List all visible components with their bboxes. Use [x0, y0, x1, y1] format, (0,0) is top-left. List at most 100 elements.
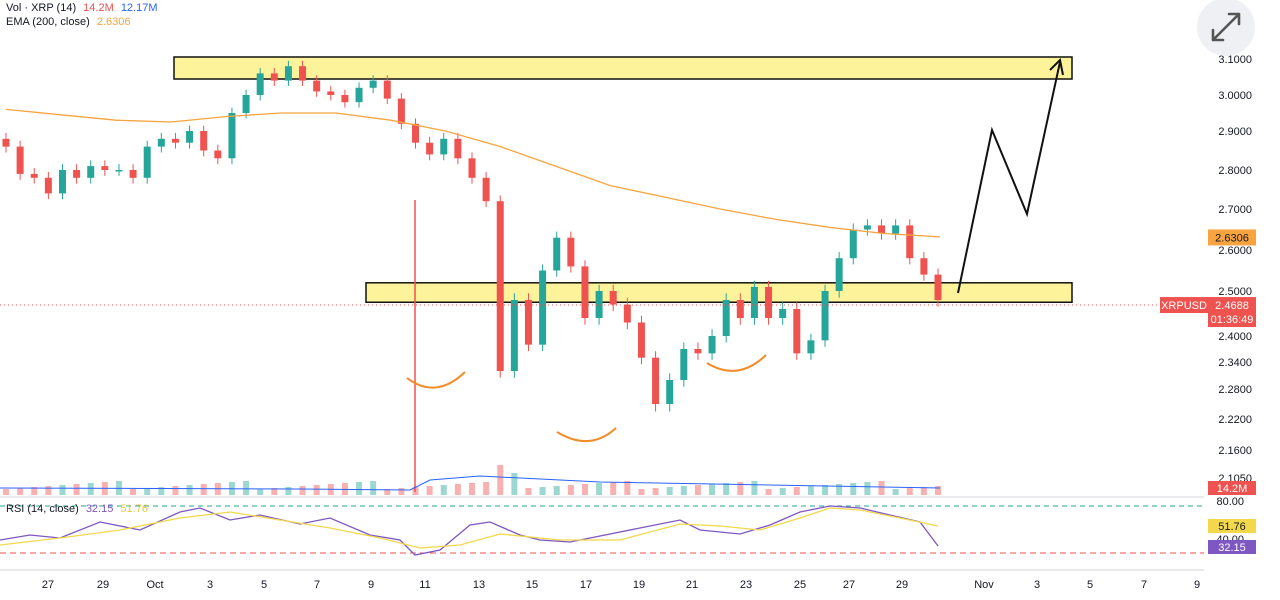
candle-body [383, 80, 391, 99]
volume-bar [807, 486, 814, 495]
ema-legend-label: EMA (200, close) [6, 16, 90, 28]
time-tick-label: 5 [261, 579, 267, 591]
volume-bar [186, 485, 193, 495]
candle-body [878, 225, 886, 234]
volume-bar [765, 489, 772, 495]
volume-bar [144, 488, 151, 495]
price-tick-label: 2.9000 [1218, 126, 1252, 138]
rsi-legend-value-2: 51.76 [120, 503, 148, 515]
volume-bar [793, 487, 800, 495]
time-tick-label: 3 [1034, 579, 1040, 591]
volume-bar [384, 489, 391, 495]
candle-body [849, 229, 857, 259]
candle-body [510, 300, 518, 371]
volume-bar [426, 486, 433, 495]
time-tick-label: 25 [794, 579, 806, 591]
symbol-label: XRPUSD [1161, 300, 1207, 312]
expand-arrows-icon [1211, 12, 1241, 42]
volume-bar [680, 486, 687, 495]
volume-bar [59, 485, 66, 495]
candle-body [934, 274, 942, 300]
candle-body [892, 225, 900, 234]
volume-legend-value-2: 12.17M [120, 2, 158, 14]
candle-body [750, 286, 758, 318]
price-tick-label: 2.1600 [1218, 445, 1252, 457]
volume-bar [17, 488, 24, 495]
candle-body [694, 349, 702, 354]
candle-body [821, 291, 829, 341]
volume-bar [878, 481, 885, 495]
candle-body [143, 146, 151, 178]
price-tick-label: 2.4000 [1218, 331, 1252, 343]
rsi-ma-line [0, 507, 939, 549]
candle-body [680, 349, 688, 380]
expand-button[interactable] [1197, 0, 1255, 56]
volume-bar [299, 486, 306, 495]
time-tick-label: Oct [146, 579, 163, 591]
left-shoulder-arc [406, 371, 466, 389]
candle-body [567, 237, 575, 267]
volume-bar [257, 489, 264, 495]
candle-body [496, 201, 504, 371]
candle-body [44, 177, 52, 194]
volume-tag [1208, 481, 1256, 495]
time-tick-label: 23 [740, 579, 752, 591]
candle-body [228, 113, 236, 159]
candle-body [369, 80, 377, 88]
volume-bar [581, 484, 588, 495]
rsi-legend-label: RSI (14, close) [6, 503, 79, 515]
resistance-zone [173, 56, 1073, 80]
volume-bar [45, 486, 52, 495]
volume-bar [31, 487, 38, 495]
volume-bar [525, 488, 532, 495]
candle-body [299, 66, 307, 81]
candle-body [157, 138, 165, 147]
candle-body [708, 336, 716, 354]
volume-bar [694, 485, 701, 495]
candle-body [256, 73, 264, 95]
candle-body [341, 95, 349, 103]
candle-body [524, 300, 532, 345]
last-price-tag [1208, 297, 1256, 328]
volume-bar [172, 486, 179, 495]
candle-body [553, 237, 561, 271]
volume-bar [285, 487, 292, 495]
candle-body [581, 266, 589, 318]
volume-bar [920, 487, 927, 495]
candle-body [16, 146, 24, 174]
volume-bar [469, 483, 475, 495]
rsi-legend: RSI (14, close) 32.15 51.76 [6, 503, 152, 515]
rsi-tick-80: 80.00 [1216, 496, 1244, 508]
volume-legend: Vol · XRP (14) 14.2M 12.17M [6, 2, 162, 14]
volume-bar [200, 484, 207, 495]
volume-bar [666, 487, 673, 495]
rsi-ma-tag [1208, 519, 1256, 533]
projected-path [957, 61, 1061, 294]
head-arc [556, 427, 617, 443]
candle-body [115, 170, 123, 172]
volume-bar [454, 484, 461, 495]
time-tick-label: Nov [974, 579, 994, 591]
price-tick-label: 2.7000 [1218, 204, 1252, 216]
symbol-tag [1160, 297, 1208, 314]
volume-bar [511, 473, 518, 495]
candle-body [186, 131, 194, 143]
volume-bar [243, 481, 250, 495]
candle-body [835, 258, 843, 291]
candle-body [736, 300, 744, 318]
candle-body [87, 166, 95, 178]
volume-bar [779, 488, 786, 495]
volume-bar [892, 489, 899, 495]
candle-body [468, 158, 476, 178]
volume-bar [906, 488, 913, 495]
time-tick-label: 11 [419, 579, 430, 591]
volume-bar [412, 487, 419, 495]
time-tick-label: 7 [1141, 579, 1147, 591]
projected-arrowhead [1049, 57, 1064, 76]
time-tick-label: 17 [580, 579, 592, 591]
candle-body [637, 322, 645, 358]
time-tick-label: 13 [473, 579, 485, 591]
price-tick-label: 2.2200 [1218, 414, 1252, 426]
volume-tag-label: 14.2M [1217, 483, 1248, 495]
